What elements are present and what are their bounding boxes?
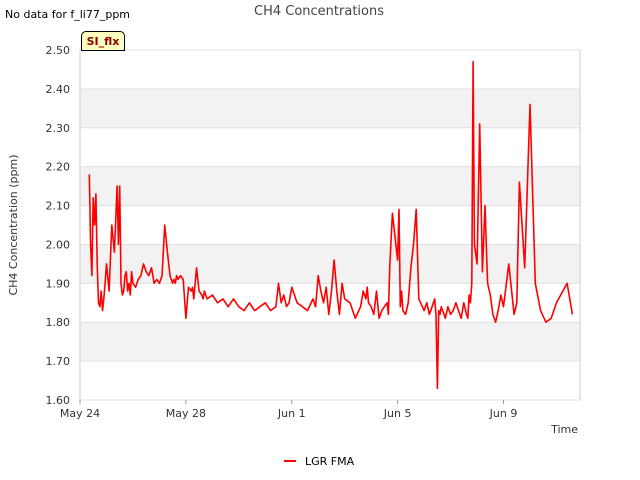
y-tick-label: 2.10 <box>46 200 71 213</box>
series-layer <box>88 60 574 390</box>
x-axis-title: Time <box>550 423 578 436</box>
no-data-note: No data for f_li77_ppm <box>5 8 131 21</box>
grid-band <box>80 166 580 206</box>
chart-title: CH4 Concentrations <box>254 4 384 19</box>
plot-background-bands <box>80 50 580 400</box>
grid-band <box>80 361 580 400</box>
y-tick-label: 1.60 <box>46 394 71 407</box>
x-tick-label: Jun 1 <box>277 407 306 420</box>
y-tick-label: 2.00 <box>46 238 71 251</box>
grid-band <box>80 50 580 89</box>
y-tick-label: 2.40 <box>46 83 71 96</box>
grid-band <box>80 127 580 167</box>
legend-label-lgr-fma: LGR FMA <box>305 455 355 468</box>
y-axis-ticks: 1.60 1.70 1.80 1.90 2.00 2.10 2.20 2.30 2.40 2.50 <box>46 44 71 407</box>
x-tick-label: Jun 9 <box>489 407 518 420</box>
grid-band <box>80 205 580 245</box>
y-tick-label: 1.70 <box>46 355 71 368</box>
y-tick-label: 1.80 <box>46 316 71 329</box>
y-axis-title: CH4 Concentration (ppm) <box>7 154 20 295</box>
series-line-lgr-fma <box>88 60 574 390</box>
grid-band <box>80 322 580 362</box>
y-tick-label: 2.20 <box>46 161 71 174</box>
y-tick-label: 1.90 <box>46 277 71 290</box>
site-badge[interactable]: SI_flx <box>81 31 125 51</box>
y-tick-label: 2.50 <box>46 44 71 57</box>
x-tick-label: May 24 <box>60 407 100 420</box>
x-tick-label: Jun 5 <box>383 407 412 420</box>
y-tick-label: 2.30 <box>46 122 71 135</box>
grid-band <box>80 88 580 128</box>
x-tick-label: May 28 <box>166 407 206 420</box>
gridlines <box>80 49 580 401</box>
grid-band <box>80 244 580 284</box>
x-axis-ticks: May 24 May 28 Jun 1 Jun 5 Jun 9 <box>60 400 517 420</box>
